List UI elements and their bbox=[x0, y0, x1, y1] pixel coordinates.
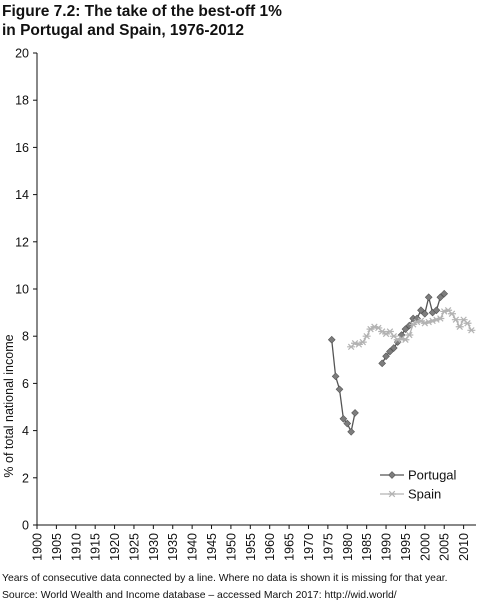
chart-legend: Portugal Spain bbox=[380, 468, 457, 502]
data-point-portugal bbox=[386, 347, 394, 356]
data-point-portugal bbox=[389, 344, 398, 352]
line-chart: 0 2 4 6 8 10 12 14 16 18 20 1900 1905 1910 1915 1920 192… bbox=[2, 47, 478, 561]
data-point-spain bbox=[467, 327, 476, 334]
x-tick-label: 1920 bbox=[108, 533, 122, 561]
x-tick-label: 1945 bbox=[205, 533, 219, 561]
data-point-portugal bbox=[417, 306, 425, 315]
legend-item-spain: Spain bbox=[380, 487, 441, 502]
data-point-spain bbox=[405, 331, 414, 339]
x-tick-label: 1900 bbox=[31, 533, 45, 561]
x-tick-label: 2010 bbox=[457, 533, 471, 561]
data-point-portugal bbox=[347, 427, 355, 436]
x-tick-label: 1955 bbox=[244, 533, 258, 561]
legend-label-spain: Spain bbox=[408, 487, 441, 502]
series-portugal bbox=[327, 289, 449, 436]
data-point-spain bbox=[358, 338, 367, 346]
data-point-portugal bbox=[382, 352, 390, 361]
data-point-portugal bbox=[421, 309, 429, 318]
chart-title-line-2: in Portugal and Spain, 1976-2012 bbox=[2, 22, 245, 39]
data-point-portugal bbox=[440, 289, 449, 298]
legend-marker-spain bbox=[388, 490, 396, 498]
chart-title: Figure 7.2: The take of the best-off 1% … bbox=[2, 2, 472, 40]
y-tick-label: 8 bbox=[22, 330, 29, 344]
x-tick-label: 1995 bbox=[399, 533, 413, 561]
y-tick-label: 14 bbox=[15, 188, 29, 202]
y-tick-label: 6 bbox=[22, 377, 29, 391]
data-point-spain bbox=[436, 315, 445, 322]
y-tick-label: 2 bbox=[22, 471, 29, 485]
x-tick-label: 1940 bbox=[186, 533, 200, 561]
data-point-spain bbox=[447, 310, 456, 318]
y-tick-label: 10 bbox=[15, 283, 29, 297]
data-point-portugal bbox=[343, 419, 352, 428]
x-tick-label: 1925 bbox=[127, 533, 141, 561]
x-tick-label: 2000 bbox=[418, 533, 432, 561]
x-tick-label: 2015 bbox=[477, 533, 478, 561]
y-tick-label: 4 bbox=[22, 424, 29, 438]
x-tick-label: 1980 bbox=[341, 533, 355, 561]
chart-title-line-1: Figure 7.2: The take of the best-off 1% bbox=[2, 3, 282, 20]
chart-note: Years of consecutive data connected by a… bbox=[2, 573, 448, 584]
data-point-portugal bbox=[432, 306, 441, 315]
x-tick-label: 1990 bbox=[380, 533, 394, 561]
x-tick-label: 1985 bbox=[360, 533, 374, 561]
x-tick-label: 1965 bbox=[283, 533, 297, 561]
chart-axes: 0 2 4 6 8 10 12 14 16 18 20 1900 1905 1910 1915 1920 192… bbox=[15, 47, 478, 561]
x-tick-label: 1950 bbox=[224, 533, 238, 561]
x-tick-label: 1960 bbox=[263, 533, 277, 561]
data-point-portugal bbox=[339, 414, 348, 423]
data-point-spain bbox=[451, 316, 460, 323]
data-point-spain bbox=[463, 319, 472, 327]
y-tick-label: 0 bbox=[22, 519, 29, 533]
y-tick-label: 20 bbox=[15, 47, 29, 61]
chart-source: Source: World Wealth and Income database… bbox=[2, 590, 397, 601]
x-tick-label: 1910 bbox=[69, 533, 83, 561]
data-point-spain bbox=[401, 336, 410, 343]
y-tick-label: 12 bbox=[15, 235, 29, 249]
chart-series bbox=[327, 289, 476, 436]
data-point-portugal bbox=[351, 409, 359, 417]
x-tick-label: 1970 bbox=[302, 533, 316, 561]
data-point-portugal bbox=[331, 372, 340, 381]
y-tick-label: 16 bbox=[15, 141, 29, 155]
data-point-portugal bbox=[424, 293, 433, 302]
data-point-portugal bbox=[335, 385, 344, 394]
x-tick-label: 1935 bbox=[166, 533, 180, 561]
legend-label-portugal: Portugal bbox=[408, 468, 457, 483]
x-tick-label: 1930 bbox=[147, 533, 161, 561]
legend-item-portugal: Portugal bbox=[380, 468, 457, 483]
data-point-portugal bbox=[401, 325, 410, 333]
data-point-spain bbox=[362, 332, 371, 340]
x-tick-label: 1905 bbox=[50, 533, 64, 561]
data-point-portugal bbox=[436, 293, 445, 302]
data-point-portugal bbox=[327, 335, 336, 344]
series-spain bbox=[347, 307, 476, 351]
y-axis-label: % of total national income bbox=[2, 334, 16, 477]
data-point-portugal bbox=[378, 359, 386, 368]
y-tick-label: 18 bbox=[15, 94, 29, 108]
x-tick-label: 2005 bbox=[438, 533, 452, 561]
x-tick-label: 1975 bbox=[321, 533, 335, 561]
legend-marker-portugal bbox=[388, 471, 396, 479]
data-point-spain bbox=[455, 323, 464, 330]
x-tick-label: 1915 bbox=[89, 533, 103, 561]
